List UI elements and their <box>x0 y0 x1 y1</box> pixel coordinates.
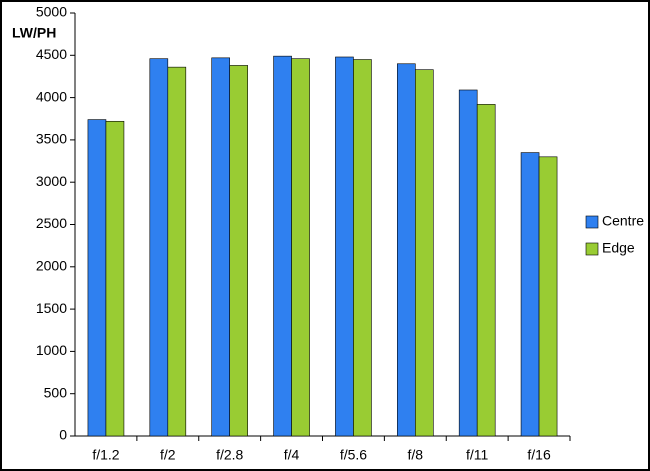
bar <box>211 57 230 437</box>
x-tick-label: f/1.2 <box>92 447 119 463</box>
x-tick-label: f/8 <box>408 447 424 463</box>
y-tick-label: 2000 <box>36 258 67 274</box>
bar <box>105 120 125 437</box>
y-axis-label: LW/PH <box>12 25 56 41</box>
legend-label: Edge <box>602 240 635 256</box>
bar <box>415 69 434 437</box>
legend-swatch <box>585 215 599 229</box>
bar <box>458 89 478 437</box>
bar <box>353 59 372 437</box>
bar <box>476 104 496 437</box>
x-tick-label: f/4 <box>284 447 300 463</box>
bar <box>520 152 540 437</box>
y-tick-label: 4500 <box>36 46 67 62</box>
y-tick-label: 3000 <box>36 173 67 189</box>
x-tick-label: f/11 <box>466 447 489 463</box>
bar <box>87 119 107 437</box>
y-tick-label: 1000 <box>36 342 67 358</box>
bar <box>538 156 558 437</box>
bar <box>167 66 187 437</box>
y-tick-label: 4000 <box>36 88 67 104</box>
x-tick-label: f/2.8 <box>216 447 243 463</box>
y-tick-label: 5000 <box>36 4 67 20</box>
bar <box>229 65 248 437</box>
bar <box>291 58 310 437</box>
y-tick-label: 2500 <box>36 215 67 231</box>
bar <box>335 56 354 437</box>
x-tick-label: f/5.6 <box>340 447 367 463</box>
bar <box>397 63 416 437</box>
y-tick-label: 0 <box>59 427 67 443</box>
legend-label: Centre <box>602 213 644 229</box>
x-tick-label: f/16 <box>527 447 551 463</box>
y-tick-label: 500 <box>44 384 68 400</box>
y-tick-label: 1500 <box>36 300 67 316</box>
legend-swatch <box>585 242 599 256</box>
y-tick-label: 3500 <box>36 131 67 147</box>
bar <box>273 55 292 437</box>
x-tick-label: f/2 <box>160 447 176 463</box>
bar <box>149 58 169 437</box>
